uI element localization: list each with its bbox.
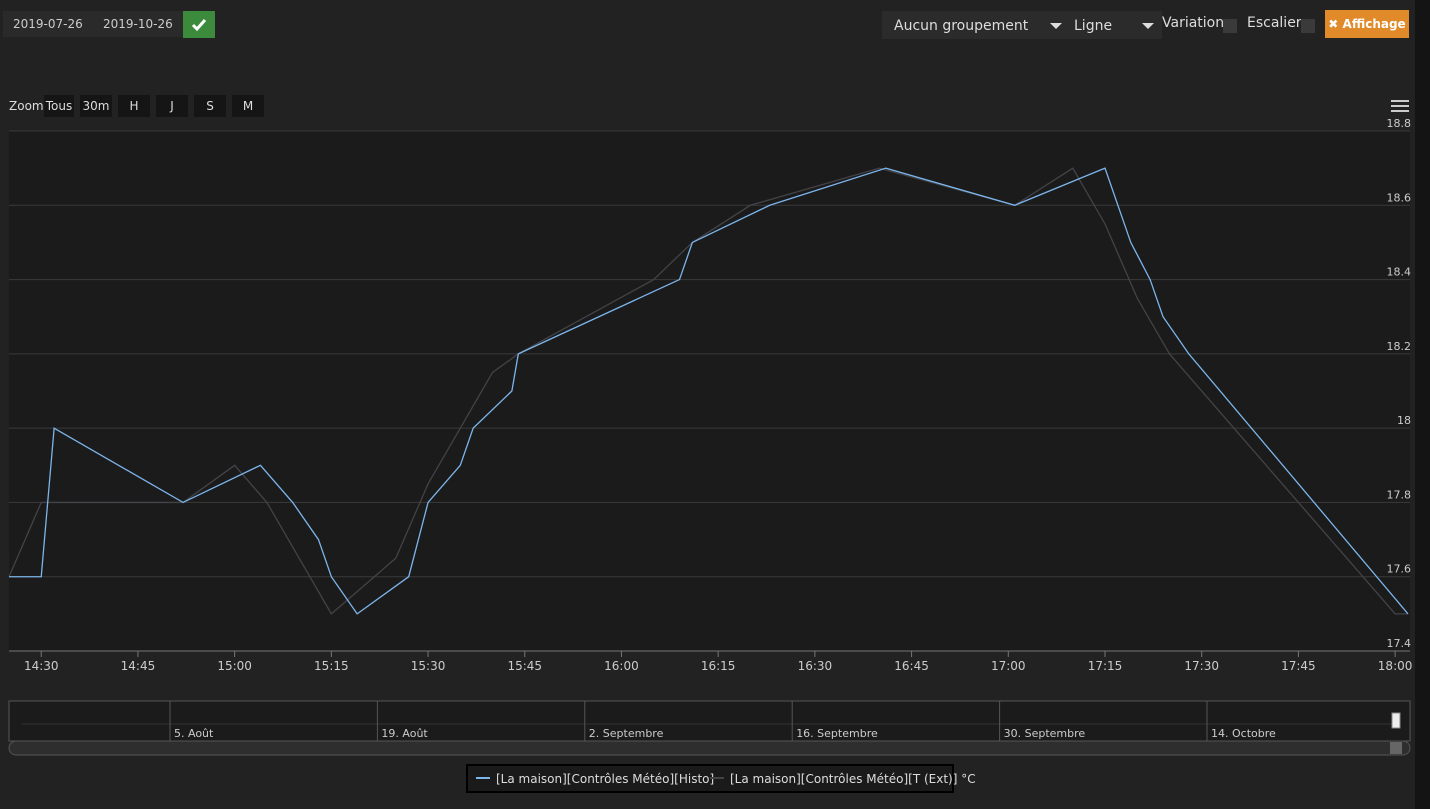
x-tick-label: 16:15 — [701, 659, 736, 673]
x-tick-label: 15:15 — [314, 659, 349, 673]
kind-text: Ligne — [1074, 18, 1113, 34]
scrollbar-thumb[interactable] — [1390, 742, 1402, 754]
grouping-text: Aucun groupement — [894, 18, 1029, 34]
end-date[interactable]: 2019-10-26 — [93, 11, 183, 37]
y-tick-label: 17.4 — [1387, 637, 1412, 650]
zoom-button[interactable] — [194, 95, 226, 117]
zoom-button-label: S — [206, 99, 214, 113]
x-tick-label: 16:45 — [894, 659, 929, 673]
x-tick-label: 16:00 — [604, 659, 639, 673]
variation-checkbox[interactable] — [1223, 19, 1237, 33]
y-tick-label: 18.4 — [1387, 266, 1412, 279]
display-text: Affichage — [1342, 17, 1406, 31]
menu-icon[interactable] — [1391, 100, 1409, 112]
navigator-label: 19. Août — [381, 727, 428, 740]
x-tick-label: 17:15 — [1088, 659, 1123, 673]
zoom-button[interactable] — [118, 95, 150, 117]
legend-label[interactable]: [La maison][Contrôles Météo][T (Ext)] °C — [730, 772, 976, 786]
zoom-button-label: 30m — [83, 99, 110, 113]
series-line — [8, 167, 1408, 615]
zoom-label: Zoom — [9, 99, 44, 113]
x-tick-label: 16:30 — [798, 659, 833, 673]
x-tick-label: 15:30 — [411, 659, 446, 673]
check-icon — [191, 19, 207, 32]
y-tick-label: 18.6 — [1387, 191, 1412, 204]
x-tick-label: 18:00 — [1378, 659, 1413, 673]
y-tick-label: 18.8 — [1387, 117, 1412, 130]
navigator-label: 14. Octobre — [1211, 727, 1276, 740]
zoom-button[interactable] — [80, 95, 112, 117]
validate-button[interactable] — [183, 11, 215, 38]
navigator-scrollbar[interactable] — [8, 740, 1411, 756]
start-date[interactable]: 2019-07-26 — [3, 11, 103, 37]
x-tick-label: 17:00 — [991, 659, 1026, 673]
x-tick-label: 14:45 — [121, 659, 156, 673]
zoom-button[interactable] — [44, 95, 74, 117]
zoom-button-label: M — [243, 99, 253, 113]
legend-label[interactable]: [La maison][Contrôles Météo][Histo] — [496, 772, 714, 786]
display-button[interactable]: ✖ Affichage — [1325, 10, 1409, 38]
grouping-select[interactable]: Aucun groupement — [882, 11, 1070, 39]
y-tick-label: 18.2 — [1387, 340, 1412, 353]
zoom-button[interactable] — [232, 95, 264, 117]
x-tick-label: 14:30 — [24, 659, 59, 673]
variation-label: Variation — [1162, 15, 1225, 31]
x-tick-label: 15:45 — [507, 659, 542, 673]
navigator-label: 30. Septembre — [1004, 727, 1086, 740]
navigator — [8, 700, 1411, 742]
x-tick-label: 17:45 — [1281, 659, 1316, 673]
navigator-label: 5. Août — [174, 727, 214, 740]
zoom-button-label: H — [129, 99, 138, 113]
zoom-button-label: Tous — [45, 99, 73, 113]
navigator-label: 2. Septembre — [589, 727, 664, 740]
x-tick-label: 15:00 — [217, 659, 252, 673]
y-tick-label: 17.6 — [1387, 563, 1412, 576]
zoom-button-label: J — [169, 99, 174, 113]
plot-area — [9, 131, 1410, 651]
y-tick-label: 18 — [1397, 414, 1411, 427]
navigator-label: 16. Septembre — [796, 727, 878, 740]
navigator-handle[interactable] — [1391, 712, 1401, 729]
scrollbar — [1415, 0, 1430, 809]
stairs-label: Escalier — [1247, 15, 1302, 31]
x-tick-label: 17:30 — [1184, 659, 1219, 673]
zoom-button[interactable] — [156, 95, 188, 117]
y-tick-label: 17.8 — [1387, 488, 1412, 501]
stairs-checkbox[interactable] — [1301, 19, 1315, 33]
kind-select[interactable]: Ligne — [1062, 11, 1162, 39]
series-line — [9, 167, 1409, 615]
